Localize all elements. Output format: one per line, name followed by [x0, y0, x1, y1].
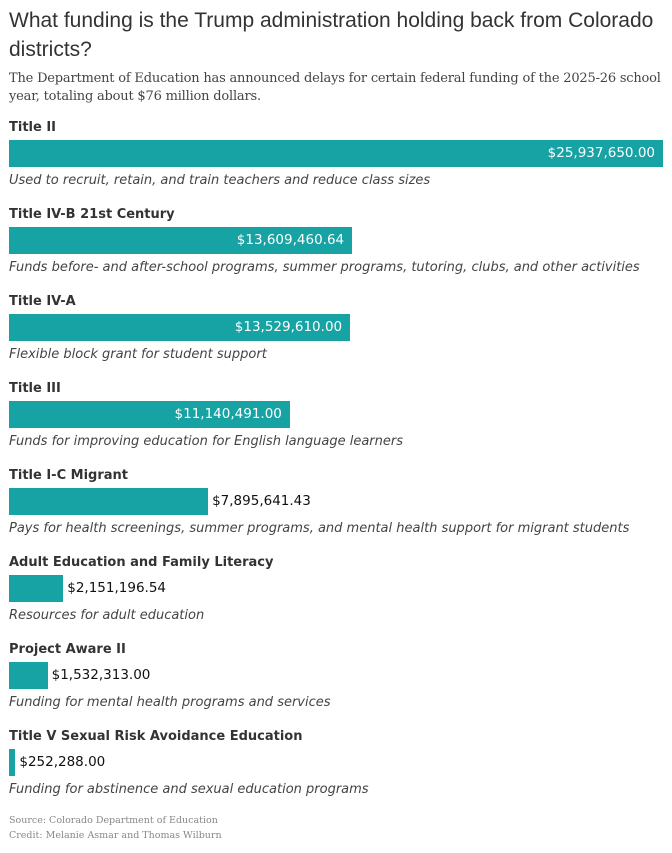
category-label: Title IV-B 21st Century [9, 207, 175, 222]
bar [9, 575, 64, 602]
bar-group: Title II $25,937,650.00 Used to recruit, r… [9, 120, 669, 207]
bar [9, 401, 290, 428]
category-description: Funding for abstinence and sexual educat… [9, 782, 369, 797]
bar [9, 749, 16, 776]
bar-group: Adult Education and Family Literacy $2,15… [9, 555, 669, 642]
bar-group: Title IV-B 21st Century $13,609,460.64 Fun… [9, 207, 669, 294]
chart-subtitle: The Department of Education has announce… [9, 71, 661, 104]
value-label: $2,151,196.54 [67, 580, 166, 596]
bar [9, 314, 351, 341]
category-label: Project Aware II [9, 642, 126, 657]
bar-group: Title III $11,140,491.00 Funds for improvi… [9, 381, 669, 468]
category-label: Title IV-A [9, 294, 76, 309]
category-description: Resources for adult education [9, 608, 205, 623]
bar-group: Project Aware II $1,532,313.00 Funding for… [9, 642, 669, 729]
source-note: Source: Colorado Department of Education [9, 815, 218, 826]
value-label: $7,895,641.43 [212, 493, 311, 509]
bar [9, 227, 353, 254]
chart-title: What funding is the Trump administration… [9, 9, 654, 61]
value-label: $25,937,650.00 [547, 145, 655, 161]
category-label: Title III [9, 381, 61, 396]
value-label: $11,140,491.00 [174, 406, 282, 422]
bar [9, 140, 663, 167]
category-description: Flexible block grant for student support [9, 347, 267, 362]
category-label: Title V Sexual Risk Avoidance Education [9, 729, 303, 744]
category-label: Adult Education and Family Literacy [9, 555, 274, 570]
category-description: Funds for improving education for Englis… [9, 434, 403, 449]
category-description: Funds before- and after-school programs,… [9, 260, 640, 275]
value-label: $252,288.00 [19, 754, 106, 770]
category-description: Funding for mental health programs and s… [9, 695, 331, 710]
bar-group: Title I-C Migrant $7,895,641.43 Pays for h… [9, 468, 669, 555]
credit-note: Credit: Melanie Asmar and Thomas Wilburn [9, 830, 222, 841]
value-label: $13,609,460.64 [236, 232, 345, 248]
bar-group: Title V Sexual Risk Avoidance Education $… [9, 729, 669, 816]
value-label: $1,532,313.00 [51, 667, 151, 683]
category-label: Title II [9, 120, 57, 135]
bar [9, 662, 48, 689]
value-label: $13,529,610.00 [234, 319, 343, 335]
category-description: Used to recruit, retain, and train teach… [9, 173, 431, 188]
bar [9, 488, 209, 515]
bar-group: Title IV-A $13,529,610.00 Flexible block g… [9, 294, 669, 381]
category-description: Pays for health screenings, summer progr… [9, 521, 630, 536]
category-label: Title I-C Migrant [9, 468, 128, 483]
